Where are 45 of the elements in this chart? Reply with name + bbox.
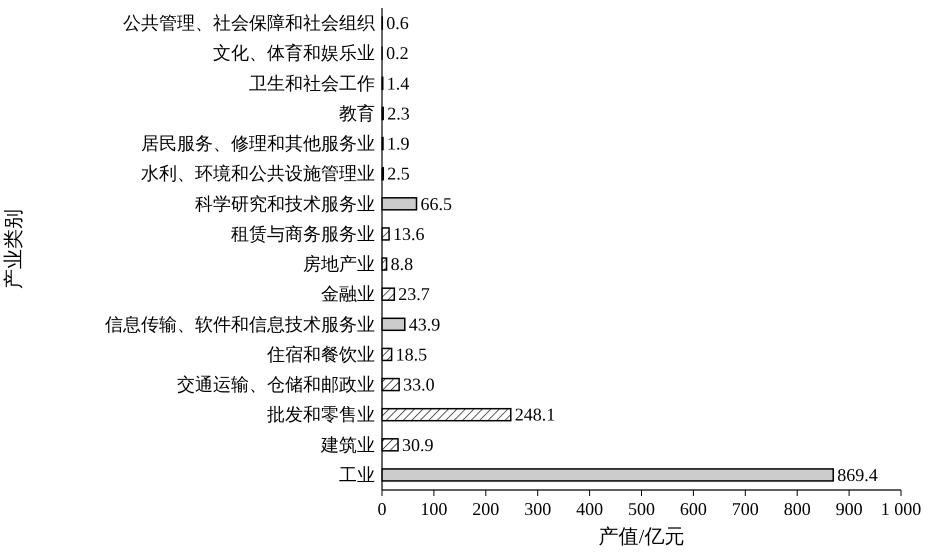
x-tick-label: 900 — [836, 499, 863, 519]
x-tick-label: 700 — [732, 499, 759, 519]
data-label: 2.5 — [387, 164, 410, 184]
data-label: 13.6 — [393, 224, 425, 244]
x-tick-label: 600 — [680, 499, 707, 519]
data-label: 2.3 — [387, 103, 410, 124]
x-axis-title: 产值/亿元 — [598, 526, 684, 548]
x-tick-label: 0 — [378, 499, 386, 519]
y-tick-label: 建筑业 — [320, 434, 375, 455]
x-tick-label: 500 — [628, 499, 655, 519]
y-tick-label: 住宿和餐饮业 — [266, 344, 375, 364]
y-axis-title: 产业类别 — [3, 209, 25, 289]
y-tick-label: 科学研究和技术服务业 — [195, 194, 375, 214]
data-label: 23.7 — [398, 284, 430, 304]
data-label: 869.4 — [837, 464, 878, 485]
x-tick-label: 800 — [784, 499, 811, 519]
x-tick-label: 1 000 — [880, 499, 922, 519]
x-tick-label: 200 — [472, 499, 500, 519]
data-label: 30.9 — [402, 434, 434, 455]
y-tick-label: 租赁与商务服务业 — [231, 224, 375, 244]
y-tick-label: 房地产业 — [303, 254, 375, 274]
y-tick-label: 教育 — [339, 103, 375, 124]
y-tick-label: 卫生和社会工作 — [249, 73, 375, 94]
y-tick-label: 金融业 — [321, 284, 375, 304]
y-tick-label: 公共管理、社会保障和社会组织 — [123, 13, 375, 34]
data-label: 0.2 — [386, 43, 409, 64]
data-label: 18.5 — [396, 344, 428, 364]
x-tick-label: 300 — [524, 499, 552, 519]
y-tick-label: 交通运输、仓储和邮政业 — [177, 374, 375, 395]
y-tick-label: 水利、环境和公共设施管理业 — [141, 164, 375, 184]
data-label: 0.6 — [386, 13, 409, 34]
y-tick-label: 信息传输、软件和信息技术服务业 — [105, 314, 375, 334]
data-label: 1.4 — [386, 73, 410, 94]
data-label: 66.5 — [420, 194, 452, 214]
y-tick-label: 居民服务、修理和其他服务业 — [141, 134, 375, 154]
y-tick-label: 工业 — [339, 464, 375, 485]
data-label: 33.0 — [403, 374, 435, 395]
data-label: 8.8 — [390, 254, 414, 274]
data-label: 1.9 — [386, 134, 410, 154]
x-tick-label: 100 — [420, 499, 448, 519]
y-tick-label: 文化、体育和娱乐业 — [213, 43, 375, 64]
x-tick-label: 400 — [576, 499, 604, 519]
data-label: 43.9 — [408, 314, 440, 334]
y-tick-label: 批发和零售业 — [267, 404, 375, 425]
data-label: 248.1 — [514, 404, 556, 425]
